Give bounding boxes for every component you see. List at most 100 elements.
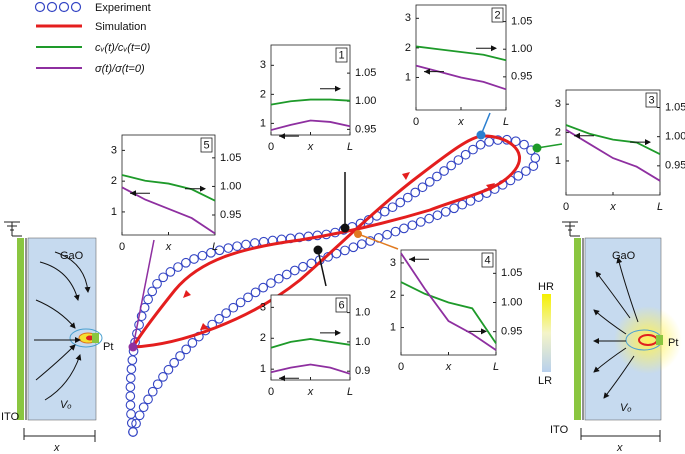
experiment-marker	[147, 286, 158, 297]
legend: Experiment Simulation cᵥ(t)/cᵥ(t=0) σ(t)…	[34, 1, 151, 75]
experiment-marker	[407, 220, 418, 231]
experiment-marker	[417, 182, 428, 193]
inset-chart: 1 2 3 0.95 1.00 1.05 0 x L 4	[390, 249, 522, 373]
y2-tick-label: 1.00	[665, 131, 685, 143]
material-label: GaO	[612, 250, 636, 262]
y-tick-label: 1	[260, 363, 266, 375]
experiment-marker	[402, 192, 413, 203]
experiment-marker	[340, 245, 350, 256]
x-tick-label: x	[445, 361, 452, 373]
series-line	[270, 98, 351, 106]
experiment-marker	[206, 247, 216, 258]
experiment-marker	[440, 206, 451, 217]
experiment-marker	[235, 297, 246, 308]
experiment-marker	[468, 144, 478, 155]
panel-number-box	[481, 252, 494, 268]
experiment-marker	[387, 202, 398, 213]
experiment-marker	[432, 210, 443, 221]
y2-tick-label: 1.05	[665, 101, 685, 113]
experiment-marker	[125, 391, 136, 401]
series-line	[565, 124, 661, 155]
electrode-label: Pt	[668, 337, 678, 349]
experiment-marker	[232, 241, 242, 252]
colorbar-high: HR	[538, 281, 554, 293]
x-tick-label: x	[609, 201, 616, 213]
pt-electrode	[92, 333, 99, 343]
experiment-marker	[243, 292, 253, 303]
experiment-marker	[390, 226, 401, 237]
experiment-marker	[241, 239, 251, 250]
experiment-marker	[521, 166, 531, 176]
experiment-marker	[446, 160, 457, 171]
series-line	[565, 128, 661, 182]
experiment-marker	[125, 400, 136, 410]
inset-chart: 1 2 3 0.95 1.00 1.05 0 x L 5	[111, 134, 241, 253]
panel-number: 6	[338, 299, 344, 311]
y-tick-label: 1	[390, 321, 396, 333]
panel-number-box	[200, 137, 213, 153]
experiment-marker	[356, 239, 367, 249]
axis-arrowhead	[574, 132, 580, 139]
experiment-marker	[169, 357, 180, 368]
experiment-marker	[432, 171, 442, 182]
x-tick-label: 0	[563, 201, 569, 213]
experiment-marker	[513, 170, 524, 181]
experiment-marker	[147, 386, 158, 397]
y2-tick-label: 0.95	[355, 123, 376, 135]
x-tick-label: 0	[398, 361, 404, 373]
experiment-marker	[187, 338, 198, 348]
x-tick-label: L	[657, 201, 663, 213]
x-tick-label: L	[503, 116, 509, 128]
legend-label: σ(t)/σ(t=0)	[95, 63, 145, 75]
experiment-marker	[163, 364, 174, 375]
y2-tick-label: 1.0	[355, 336, 370, 348]
series-line	[121, 186, 216, 235]
experiment-marker	[138, 402, 149, 413]
experiment-marker	[223, 243, 234, 253]
experiment-marker	[528, 161, 539, 171]
y-tick-label: 1	[555, 155, 561, 167]
experiment-marker	[158, 272, 169, 283]
y-tick-label: 3	[390, 257, 396, 269]
y2-tick-label: 1.00	[355, 95, 376, 107]
colorbar	[542, 294, 551, 372]
experiment-marker	[250, 287, 261, 298]
experiment-marker	[530, 153, 541, 163]
experiment-marker	[365, 236, 376, 246]
y-tick-label: 2	[405, 42, 411, 54]
series-line	[270, 119, 351, 131]
material-label: GaO	[60, 250, 84, 262]
experiment-marker	[189, 254, 199, 264]
electrode-label: Pt	[103, 341, 113, 353]
y-tick-label: 3	[260, 301, 266, 313]
axis-arrowhead	[130, 190, 136, 197]
experiment-marker	[134, 410, 145, 421]
x-tick-label: L	[347, 141, 353, 153]
legend-label: cᵥ(t)/cᵥ(t=0)	[95, 42, 151, 54]
y-tick-label: 2	[260, 88, 266, 100]
experiment-marker	[181, 257, 191, 268]
experiment-marker	[127, 355, 138, 366]
bottom-electrode-label: ITO	[1, 411, 20, 423]
inset-chart: 1 2 3 0.95 1.00 1.05 0 x L 1	[260, 44, 376, 153]
experiment-marker	[331, 248, 342, 259]
experiment-marker	[197, 250, 208, 261]
series-line	[270, 363, 351, 375]
panel-number: 3	[648, 94, 654, 106]
device-left: GaO Pt Vₒ ITO x	[1, 221, 113, 454]
panel-number-box	[491, 7, 504, 23]
legend-label: Simulation	[95, 21, 146, 33]
x-tick-label: 0	[268, 141, 274, 153]
experiment-marker	[424, 177, 435, 187]
experiment-marker	[281, 269, 292, 280]
y2-tick-label: 1.00	[220, 180, 241, 192]
panel-number-box	[335, 297, 348, 313]
experiment-marker	[449, 203, 459, 214]
series-line	[121, 174, 216, 202]
experiment-marker	[131, 418, 141, 429]
experiment-marker	[395, 197, 406, 208]
series-line	[270, 338, 351, 349]
legend-label: Experiment	[95, 2, 151, 14]
y2-tick-label: 1.00	[511, 43, 532, 55]
experiment-marker	[128, 427, 138, 437]
